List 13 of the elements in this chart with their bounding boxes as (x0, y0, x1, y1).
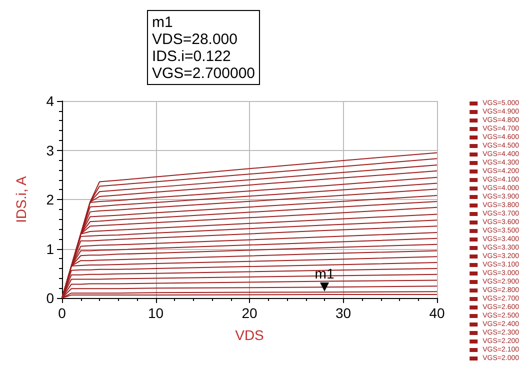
y-tick-label: 0 (46, 290, 54, 306)
x-tick-label: 30 (335, 305, 352, 321)
text: m1 VDS=28.000 IDS.i=0.122 VGS=2.700000 (152, 14, 256, 82)
x-tick-label: 10 (148, 305, 164, 321)
y-tick-label: 3 (46, 142, 54, 158)
x-tick-label: 40 (429, 305, 445, 321)
y-axis-title: IDS.i, A (13, 176, 29, 223)
x-axis-title: VDS (235, 327, 264, 343)
y-tick-label: 4 (46, 93, 54, 109)
y-tick-label: 2 (46, 192, 54, 208)
x-tick-label: 20 (242, 305, 258, 321)
x-tick-label: 0 (58, 305, 66, 321)
y-tick-label: 1 (46, 240, 54, 257)
